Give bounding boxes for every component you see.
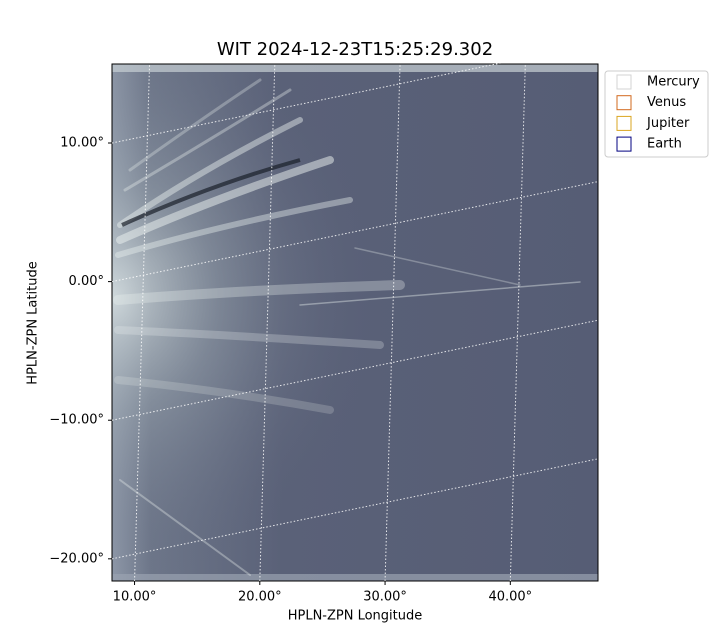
y-axis-label: HPLN-ZPN Latitude: [26, 261, 41, 384]
legend-label: Jupiter: [646, 116, 690, 131]
x-tick-label: 40.00°: [488, 590, 532, 605]
x-tick-label: 30.00°: [363, 590, 407, 605]
legend: [604, 70, 709, 158]
x-tick-label: 10.00°: [113, 590, 157, 605]
grid-line: [111, 458, 599, 560]
axes-frame: [111, 63, 599, 582]
legend-label: Earth: [647, 137, 682, 152]
legend-label: Venus: [647, 95, 686, 110]
legend-marker: [616, 74, 632, 90]
image: [112, 64, 598, 581]
chart-title: WIT 2024-12-23T15:25:29.302: [217, 39, 493, 60]
y-tick-label: −10.00°: [49, 413, 104, 428]
grid-line: [111, 319, 599, 421]
y-tick-label: −20.00°: [49, 551, 104, 566]
x-tick-label: 20.00°: [238, 590, 282, 605]
legend-label: Mercury: [647, 75, 700, 90]
legend-marker: [616, 136, 632, 152]
grid-line: [111, 42, 599, 144]
grid-line: [509, 63, 526, 582]
legend-marker: [616, 95, 632, 111]
grid-line: [384, 63, 401, 582]
grid-line: [134, 63, 151, 582]
grid-line: [259, 63, 276, 582]
x-axis-label: HPLN-ZPN Longitude: [288, 609, 423, 624]
y-tick-label: 10.00°: [60, 136, 104, 151]
grid-line: [111, 181, 599, 283]
y-tick-label: 0.00°: [69, 274, 104, 289]
legend-marker: [616, 115, 632, 131]
